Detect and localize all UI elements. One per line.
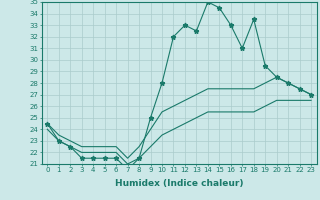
X-axis label: Humidex (Indice chaleur): Humidex (Indice chaleur) xyxy=(115,179,244,188)
